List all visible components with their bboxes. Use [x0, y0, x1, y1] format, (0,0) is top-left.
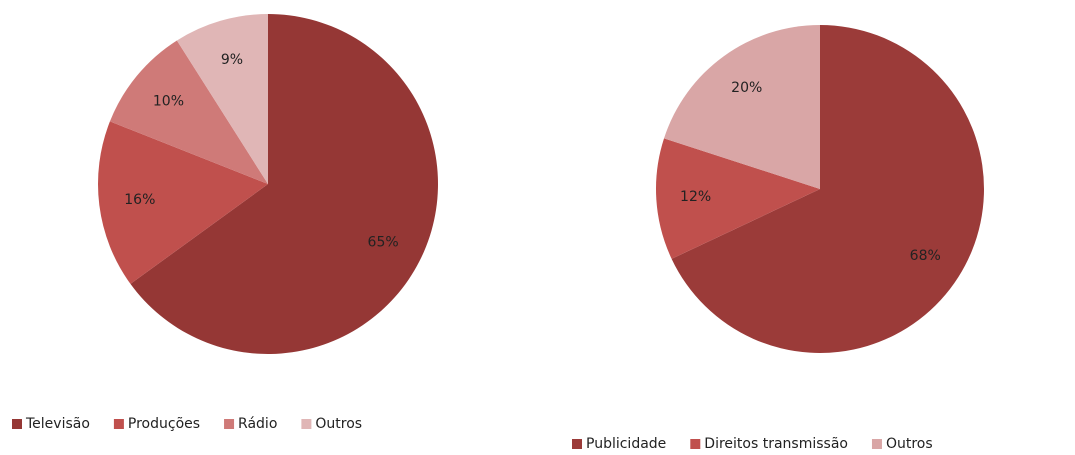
pie-slice	[664, 25, 820, 189]
data-label: 12%	[680, 189, 711, 205]
pie-slice	[130, 14, 439, 355]
legend-label: Produções	[128, 416, 200, 432]
legend-swatch	[301, 419, 312, 429]
data-label: 68%	[910, 248, 941, 264]
pie-slice	[98, 121, 268, 284]
data-label: 9%	[221, 52, 243, 68]
data-label: 65%	[368, 235, 399, 251]
data-label: 16%	[124, 192, 155, 208]
legend-label: Outros	[315, 416, 362, 432]
legend-swatch	[113, 419, 124, 429]
legend-label: Outros	[886, 436, 933, 452]
legend-swatch	[12, 419, 22, 429]
legend-label: Publicidade	[586, 436, 666, 452]
legend-swatch	[871, 439, 882, 449]
pie-slice	[656, 138, 820, 259]
data-label: 10%	[153, 94, 184, 110]
legend-swatch	[690, 439, 701, 449]
pie-slice	[109, 40, 269, 185]
legend-swatch	[224, 419, 235, 429]
legend-label: Televisão	[25, 416, 90, 432]
legend-label: Rádio	[238, 416, 277, 432]
data-label: 20%	[731, 80, 762, 96]
legend-label: Direitos transmissão	[704, 436, 848, 452]
legend-swatch	[572, 439, 582, 449]
pie-slice	[671, 25, 984, 353]
pie-slice	[176, 14, 268, 184]
